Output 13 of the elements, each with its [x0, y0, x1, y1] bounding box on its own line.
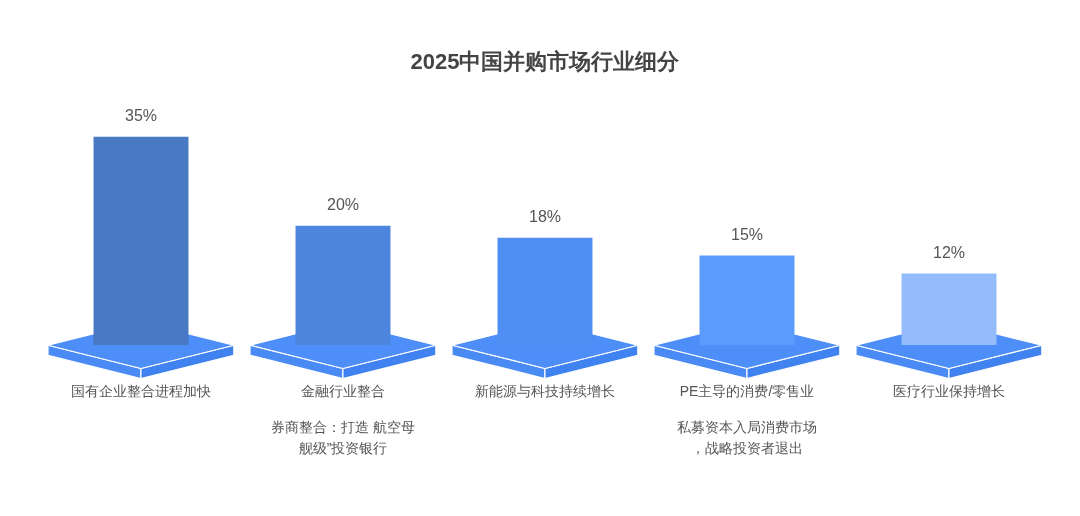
data-label: 35%	[124, 106, 158, 124]
data-label: 18%	[528, 208, 562, 226]
data-label: 20%	[326, 196, 360, 214]
chart-title: 2025中国并购市场行业细分	[410, 49, 681, 75]
x-tick-label: PE主导的消费/零售业	[679, 382, 815, 399]
x-tick-label: 医疗行业保持增长	[893, 382, 1005, 399]
x-tick-label: 国有企业整合进程加快	[71, 382, 211, 399]
x-tick-label: 新能源与科技持续增长	[475, 382, 615, 399]
text: 券商整合：打造 航空母舰级”投资银行	[271, 418, 415, 456]
text: 私募资本入局消费市场，战略投资者退出	[677, 418, 817, 456]
data-label: 12%	[932, 243, 966, 261]
data-label: 15%	[730, 226, 764, 244]
x-tick-label: 金融行业整合	[301, 382, 385, 399]
